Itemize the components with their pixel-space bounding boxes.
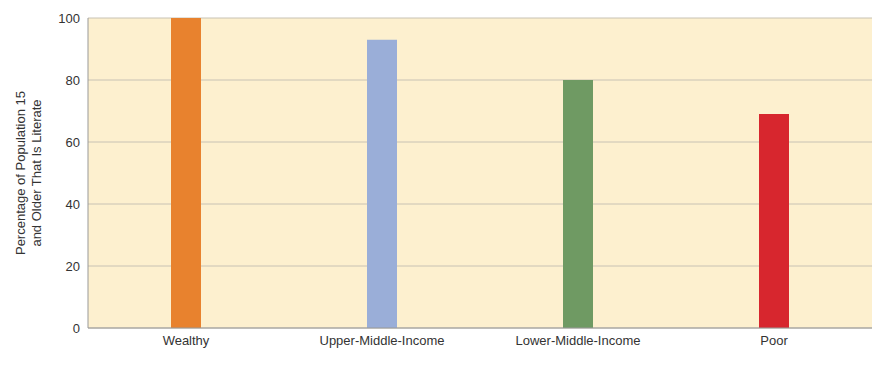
svg-text:Percentage of Population 15and: Percentage of Population 15and Older Tha… [13,91,44,255]
svg-text:20: 20 [66,259,80,274]
svg-text:Wealthy: Wealthy [163,333,210,348]
svg-text:Poor: Poor [760,333,788,348]
svg-text:Upper-Middle-Income: Upper-Middle-Income [320,333,445,348]
svg-text:100: 100 [58,11,80,26]
svg-text:40: 40 [66,197,80,212]
svg-text:Lower-Middle-Income: Lower-Middle-Income [516,333,641,348]
svg-text:0: 0 [73,321,80,336]
svg-text:60: 60 [66,135,80,150]
svg-text:80: 80 [66,73,80,88]
